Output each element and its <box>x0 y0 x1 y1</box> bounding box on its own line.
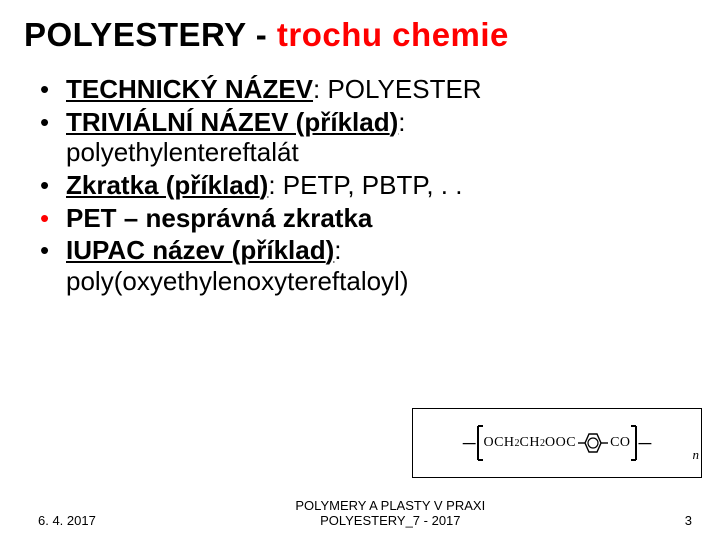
title-red: trochu chemie <box>277 16 509 53</box>
title-black: POLYESTERY - <box>24 16 277 53</box>
formula-n: n <box>693 447 700 463</box>
bullet-3-lead: Zkratka (příklad) <box>66 170 268 200</box>
bullet-1-lead: TECHNICKÝ NÁZEV <box>66 74 313 104</box>
bullet-list: TECHNICKÝ NÁZEV: POLYESTER TRIVIÁLNÍ NÁZ… <box>0 54 720 297</box>
bullet-3-rest: : PETP, PBTP, . . <box>268 170 462 200</box>
bullet-1: TECHNICKÝ NÁZEV: POLYESTER <box>40 74 720 105</box>
footer-center: POLYMERY A PLASTY V PRAXI POLYESTERY_7 -… <box>96 498 685 528</box>
formula-left: OCH <box>483 435 514 451</box>
bullet-5-lead: IUPAC název (příklad) <box>66 235 334 265</box>
footer-page: 3 <box>685 513 692 528</box>
slide-title: POLYESTERY - trochu chemie <box>0 0 720 54</box>
bullet-4: PET – nesprávná zkratka <box>40 203 720 234</box>
formula-right: CO <box>610 435 630 451</box>
benzene-ring-icon <box>578 430 608 456</box>
bullet-2-lead: TRIVIÁLNÍ NÁZEV (příklad) <box>66 107 398 137</box>
bullet-2: TRIVIÁLNÍ NÁZEV (příklad):polyethylenter… <box>40 107 720 168</box>
bullet-1-rest: : POLYESTER <box>313 74 482 104</box>
bullet-3: Zkratka (příklad): PETP, PBTP, . . <box>40 170 720 201</box>
footer-date: 6. 4. 2017 <box>38 513 96 528</box>
structure-bracket: OCH2CH2OOC CO <box>477 426 636 460</box>
bullet-4-text: PET – nesprávná zkratka <box>66 203 372 233</box>
bullet-5: IUPAC název (příklad):poly(oxyethylenoxy… <box>40 235 720 296</box>
chemical-structure: ─ OCH2CH2OOC CO ─ n <box>412 408 702 478</box>
slide-footer: 6. 4. 2017 POLYMERY A PLASTY V PRAXI POL… <box>0 498 720 528</box>
